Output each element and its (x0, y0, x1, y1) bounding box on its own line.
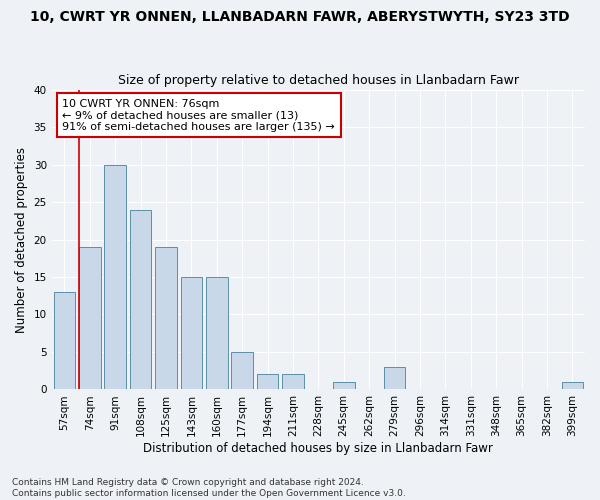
Bar (384, 367, 406, 390)
Text: 10, CWRT YR ONNEN, LLANBADARN FAWR, ABERYSTWYTH, SY23 3TD: 10, CWRT YR ONNEN, LLANBADARN FAWR, ABER… (30, 10, 570, 24)
Bar (155, 247, 177, 390)
Bar (104, 164, 126, 390)
Bar (206, 277, 227, 390)
Bar (130, 210, 151, 390)
Bar (53, 292, 75, 390)
Bar (79, 247, 101, 390)
Text: 10 CWRT YR ONNEN: 76sqm
← 9% of detached houses are smaller (13)
91% of semi-det: 10 CWRT YR ONNEN: 76sqm ← 9% of detached… (62, 98, 335, 132)
Text: Contains HM Land Registry data © Crown copyright and database right 2024.
Contai: Contains HM Land Registry data © Crown c… (12, 478, 406, 498)
Y-axis label: Number of detached properties: Number of detached properties (15, 146, 28, 332)
Title: Size of property relative to detached houses in Llanbadarn Fawr: Size of property relative to detached ho… (118, 74, 519, 87)
Bar (232, 352, 253, 390)
Bar (257, 374, 278, 390)
Bar (333, 382, 355, 390)
Bar (181, 277, 202, 390)
Bar (282, 374, 304, 390)
Bar (562, 382, 583, 390)
X-axis label: Distribution of detached houses by size in Llanbadarn Fawr: Distribution of detached houses by size … (143, 442, 493, 455)
